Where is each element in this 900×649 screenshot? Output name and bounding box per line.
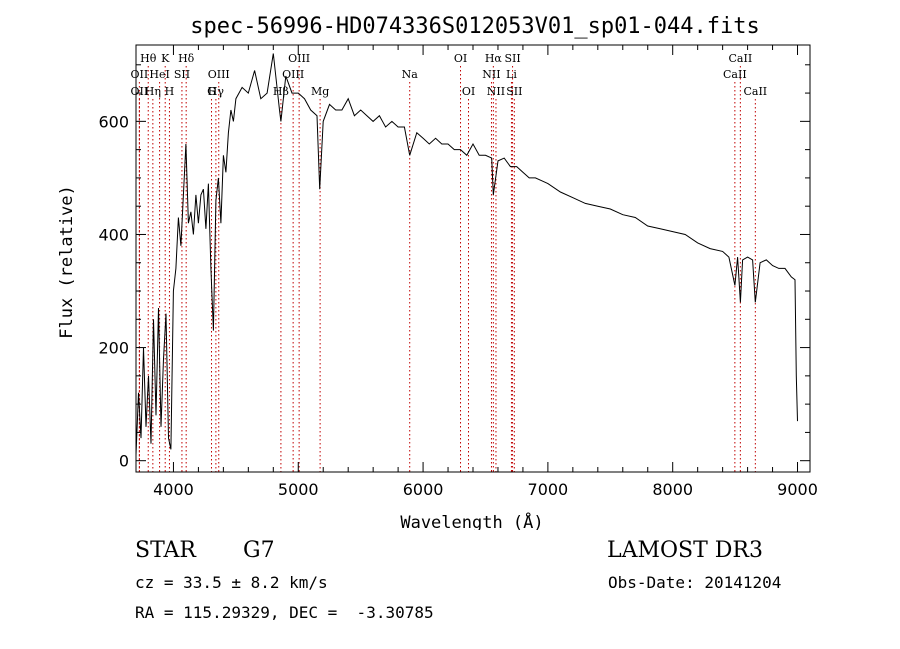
sky-coordinates: RA = 115.29329, DEC = -3.30785 <box>135 603 434 622</box>
line-label-0: Hθ <box>140 52 157 65</box>
line-label-9: OIII <box>208 68 230 81</box>
line-label-13: OIII <box>282 68 304 81</box>
line-label-16: Na <box>402 68 419 81</box>
line-label-2: OII <box>131 85 149 98</box>
line-label-27: CaII <box>743 85 767 98</box>
object-type: STAR <box>135 538 196 563</box>
line-label-25: CaII <box>729 52 753 65</box>
line-label-15: Mg <box>311 85 329 98</box>
line-label-10: Hγ <box>208 85 225 98</box>
line-label-23: Li <box>506 68 517 81</box>
line-label-4: HeI <box>149 68 169 81</box>
line-label-19: Hα <box>485 52 503 65</box>
y-axis-label: Flux (relative) <box>57 185 77 339</box>
x-tick-label-5: 9000 <box>777 480 818 499</box>
y-tick-label-2: 400 <box>98 225 129 244</box>
x-tick-label-4: 8000 <box>652 480 693 499</box>
line-label-1: OII <box>131 68 149 81</box>
line-label-18: OI <box>462 85 475 98</box>
line-label-7: SII <box>174 68 190 81</box>
line-label-8: H <box>165 85 175 98</box>
spectrum-plot: spec-56996-HD074336S012053V01_sp01-044.f… <box>57 14 818 530</box>
line-label-12: OIII <box>288 52 310 65</box>
line-label-22: SII <box>504 52 520 65</box>
x-tick-label-2: 6000 <box>403 480 444 499</box>
x-axis-label: Wavelength (Å) <box>400 511 543 530</box>
survey-name: LAMOST DR3 <box>607 538 763 563</box>
line-label-14: Hβ <box>273 85 289 98</box>
line-label-6: Hδ <box>178 52 195 65</box>
line-label-17: OI <box>454 52 467 65</box>
redshift-velocity: cz = 33.5 ± 8.2 km/s <box>135 573 328 592</box>
line-label-21: NII <box>487 85 505 98</box>
x-tick-label-3: 7000 <box>528 480 569 499</box>
line-label-11: G <box>207 85 216 98</box>
line-label-20: NII <box>482 68 500 81</box>
line-label-26: CaII <box>723 68 747 81</box>
spectrum-line-0 <box>135 53 798 456</box>
line-label-5: Hη <box>145 85 161 98</box>
line-label-24: SII <box>506 85 522 98</box>
observation-date: Obs-Date: 20141204 <box>608 573 782 592</box>
x-tick-label-0: 4000 <box>153 480 194 499</box>
spectral-line-markers <box>138 66 756 472</box>
y-tick-label-3: 600 <box>98 112 129 131</box>
line-label-3: K <box>161 52 170 65</box>
x-tick-label-1: 5000 <box>278 480 319 499</box>
chart-title: spec-56996-HD074336S012053V01_sp01-044.f… <box>190 14 760 39</box>
plot-axes: 4000 5000 6000 7000 8000 9000 0 200 400 600 <box>98 44 818 499</box>
spectral-line-labels: Hθ OII OII K HeI Hη Hδ SII H OIII HγG OIII OIII Hβ Mg N… <box>131 52 768 98</box>
spectral-subclass: G7 <box>243 538 275 563</box>
y-tick-label-0: 0 <box>119 452 129 471</box>
plot-frame <box>135 44 811 473</box>
spectrum-series <box>135 53 798 456</box>
y-tick-label-1: 200 <box>98 339 129 358</box>
